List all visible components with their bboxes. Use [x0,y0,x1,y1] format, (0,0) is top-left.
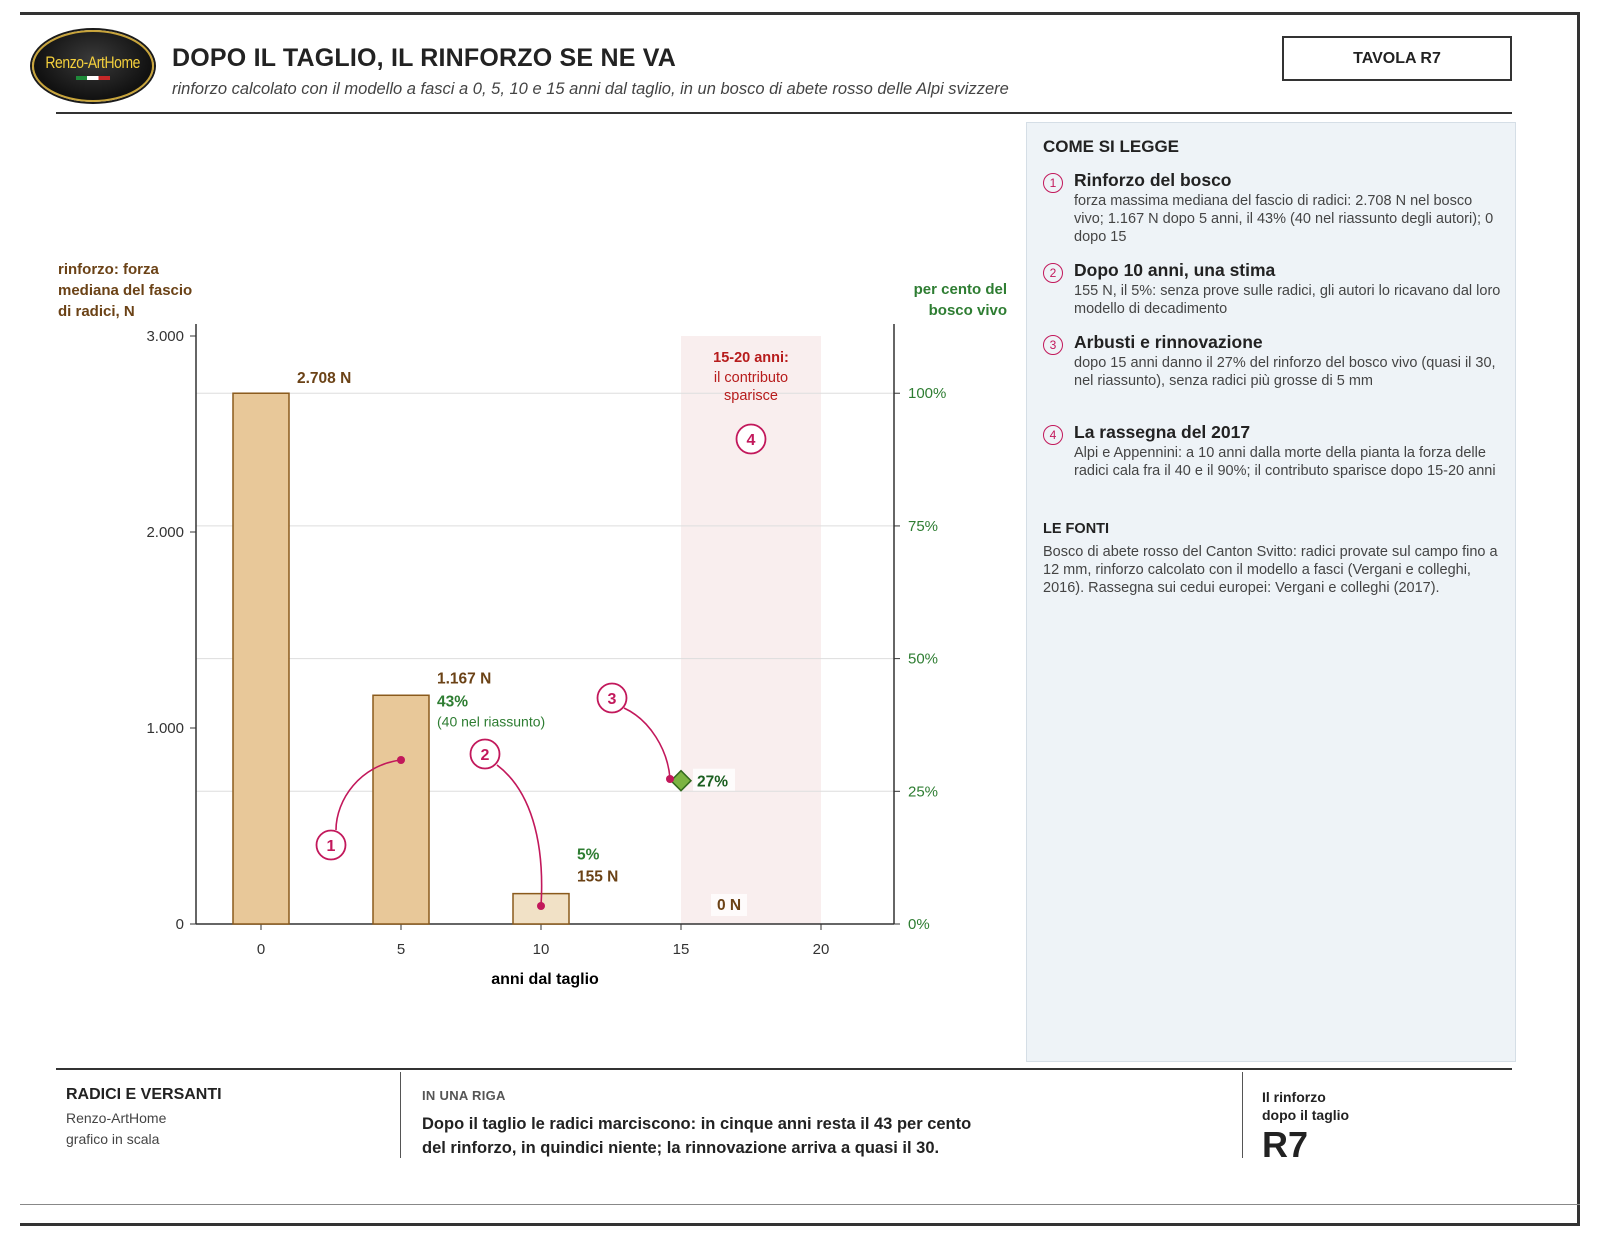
data-labels: 2.708 N 1.167 N 43% (40 nel riassunto) 5% 155… [297,350,789,916]
bars [232,392,570,925]
footer-summary-line: del rinforzo, in quindici niente; la rin… [422,1139,940,1157]
bar-label-10: 155 N [577,869,618,886]
bar-label-15: 0 N [717,897,741,914]
callout-dot-1 [397,756,405,764]
callout-circle-2 [469,738,501,770]
point-marker-15 [669,769,693,792]
footer-section: RADICI E VERSANTI [66,1086,222,1103]
y-axis-label-line: rinforzo: forza [58,261,159,278]
plate-label: TAVOLA R7 [1282,36,1512,81]
x-tick-label: 20 [813,941,830,958]
callout-dot-2 [537,902,545,910]
italian-flag-icon [76,75,110,80]
panel-heading: COME SI LEGGE [1043,137,1180,156]
band-label-bold: 15-20 anni: [713,350,789,366]
footer-divider [400,1072,401,1158]
y-tick-label: 0 [176,916,184,933]
y2-tick-label: 0% [908,916,930,933]
y2-axis-label-line: per cento del [914,281,1007,298]
note-body: forza massima mediana del fascio di radi… [1074,193,1494,245]
bar-5 [372,694,430,925]
y-tick-label: 2.000 [146,524,184,541]
point-label-bg [693,768,735,791]
callout-number-3: 3 [608,691,617,708]
y2-axis-label-line: bosco vivo [929,302,1007,319]
page-subtitle: rinforzo calcolato con il modello a fasc… [172,80,1009,98]
note-number: 4 [1043,425,1063,445]
note-body: 155 N, il 5%: senza prove sulle radici, … [1074,283,1501,317]
y2-tick-label: 100% [908,385,946,402]
y-axis-label-right: per cento del bosco vivo [914,281,1007,319]
sources-body: Bosco di abete rosso del Canton Svitto: … [1043,544,1498,596]
footer-reference-line: dopo il taglio [1262,1107,1350,1123]
y2-tick-label: 25% [908,783,938,800]
note-body: dopo 15 anni danno il 27% del rinforzo d… [1074,355,1496,389]
grid-lines [196,392,894,792]
footer-summary-line: Dopo il taglio le radici marciscono: in … [422,1115,972,1133]
reading-panel: COME SI LEGGE 1 Rinforzo del bosco forza… [1026,122,1516,1062]
band-label-line: sparisce [724,388,778,404]
callout-leader-1 [335,759,402,831]
callout-leader-2 [496,764,543,907]
note-number: 1 [1043,173,1063,193]
bar-label-0: 2.708 N [297,370,351,387]
callout-leader-3 [623,707,671,780]
footer-code: R7 [1262,1124,1309,1165]
footer-divider [1242,1072,1243,1158]
sources-heading: LE FONTI [1043,521,1110,537]
x-tick-label: 15 [673,941,690,958]
x-tick-label: 5 [397,941,405,958]
percent-note-5: (40 nel riassunto) [437,713,545,729]
page-frame [20,12,1580,1226]
footer-summary: Dopo il taglio le radici marciscono: in … [422,1112,1122,1160]
footer-summary-heading: IN UNA RIGA [422,1088,506,1103]
chart: rinforzo: forza mediana del fascio di radi… [58,261,1007,988]
note-title: Dopo 10 anni, una stima [1074,260,1276,280]
callout-circle-4 [735,423,767,455]
y2-tick-label: 50% [908,651,938,668]
callout-number-1: 1 [327,838,336,855]
callout-number-2: 2 [481,747,490,764]
callout-circle-1 [315,829,347,861]
annotations: 27% 1 2 3 4 [315,423,767,910]
bar-0 [232,392,290,925]
callout-circle-3 [596,682,628,714]
footer-kind: grafico in scala [66,1131,160,1147]
y2-tick-label: 75% [908,518,938,535]
note-body: Alpi e Appennini: a 10 anni dalla morte … [1074,445,1496,479]
percent-label-5: 43% [437,693,468,710]
y-axis-label-left: rinforzo: forza mediana del fascio di radi… [58,261,192,320]
page-frame-inner-rule [20,1204,1580,1205]
note-title: Rinforzo del bosco [1074,170,1232,190]
footer-author: Renzo-ArtHome [66,1110,167,1126]
x-tick-label: 10 [533,941,550,958]
callout-number-4: 4 [747,432,756,449]
note-number: 3 [1043,335,1063,355]
bar-label-15-bg [711,894,747,916]
footer-rule [56,1068,1512,1070]
y-tick-label: 3.000 [146,328,184,345]
bar-label-5: 1.167 N [437,670,491,687]
logo-text: Renzo-ArtHome [45,52,141,72]
callout-dot-3 [666,775,674,783]
note-title: Arbusti e rinnovazione [1074,332,1263,352]
footer-reference: Il rinforzo dopo il taglio [1262,1088,1349,1124]
x-tick-label: 0 [257,941,265,958]
percent-label-10: 5% [577,847,600,864]
x-axis-label: anni dal taglio [491,971,599,988]
header-rule [56,112,1512,114]
note-title: La rassegna del 2017 [1074,422,1251,442]
point-label: 27% [697,774,728,791]
y-axis-label-line: di radici, N [58,303,135,320]
band-label-line: il contributo [714,370,788,386]
y-axis-label-line: mediana del fascio [58,282,192,299]
y-tick-label: 1.000 [146,720,184,737]
note-number: 2 [1043,263,1063,283]
logo: Renzo-ArtHome [32,30,154,102]
footer-reference-line: Il rinforzo [1262,1089,1326,1105]
page-title: DOPO IL TAGLIO, IL RINFORZO SE NE VA [172,44,676,72]
